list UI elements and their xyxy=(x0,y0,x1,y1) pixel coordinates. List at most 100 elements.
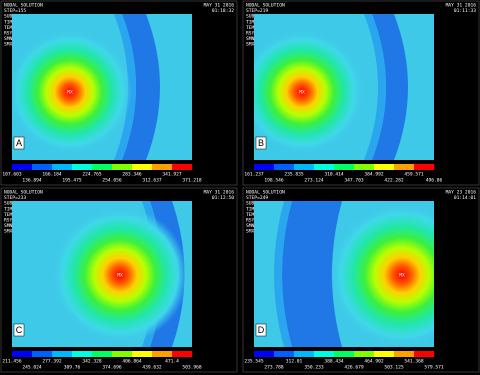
scale-label-top: 464.902 xyxy=(364,359,384,365)
scale-label-top: 541.368 xyxy=(404,359,424,365)
color-scale-swatch xyxy=(92,164,113,170)
scale-label-top: 283.346 xyxy=(122,172,142,178)
scale-label-bottom: 312.637 xyxy=(142,178,162,184)
date: MAY 31 2016 xyxy=(204,190,235,196)
header-line: NODAL SOLUTION xyxy=(4,190,43,196)
panel-label: A xyxy=(16,138,22,148)
scale-label-bottom: 579.571 xyxy=(424,365,444,371)
scale-label-top: 107.603 xyxy=(2,172,22,178)
contour-band xyxy=(282,201,342,347)
scale-label-bottom: 503.968 xyxy=(182,365,202,371)
scale-label-top: 471.4 xyxy=(165,359,179,365)
date: MAY 31 2016 xyxy=(204,3,235,9)
scale-label-bottom: 273.124 xyxy=(304,178,324,184)
color-scale-swatch xyxy=(394,351,415,357)
panel-label-box xyxy=(255,136,267,150)
scale-label-top: 388.434 xyxy=(324,359,344,365)
color-scale-swatch xyxy=(132,351,153,357)
scale-label-bottom: 439.632 xyxy=(142,365,162,371)
time: 01:12:50 xyxy=(212,195,234,201)
panel-label-box xyxy=(255,323,267,337)
color-scale-swatch xyxy=(172,351,193,357)
hot-spot xyxy=(330,203,434,347)
contour-plot xyxy=(254,201,434,347)
max-marker: MX xyxy=(299,90,305,96)
scale-label-bottom: 371.218 xyxy=(182,178,202,184)
color-scale-swatch xyxy=(152,351,173,357)
contour-band xyxy=(372,14,408,160)
scale-label-top: 459.571 xyxy=(404,172,424,178)
hot-spot xyxy=(254,30,364,154)
contour-band-edge xyxy=(364,14,386,160)
scale-label-top: 312.01 xyxy=(286,359,303,365)
scale-label-bottom: 245.024 xyxy=(22,365,42,371)
scale-label-top: 235.545 xyxy=(244,359,264,365)
color-scale-swatch xyxy=(132,164,153,170)
color-scale-swatch xyxy=(414,164,435,170)
scale-label-top: 277.392 xyxy=(42,359,62,365)
hot-spot xyxy=(12,30,132,154)
hot-spot xyxy=(52,207,188,343)
color-scale-swatch xyxy=(254,164,275,170)
color-scale-swatch xyxy=(274,164,295,170)
max-marker: MX xyxy=(399,273,405,279)
scale-label-top: 224.765 xyxy=(82,172,102,178)
color-scale-swatch xyxy=(274,351,295,357)
contour-band-edge xyxy=(114,14,136,160)
color-scale-swatch xyxy=(314,351,335,357)
scale-label-bottom: 347.703 xyxy=(344,178,364,184)
scale-label-bottom: 195.475 xyxy=(62,178,82,184)
scale-label-top: 406.864 xyxy=(122,359,142,365)
color-scale-swatch xyxy=(72,164,93,170)
color-scale-swatch xyxy=(112,351,133,357)
contour-band xyxy=(122,14,160,160)
color-scale-swatch xyxy=(394,164,415,170)
scale-label-bottom: 496.86 xyxy=(426,178,443,184)
time: 01:18:32 xyxy=(212,8,234,14)
color-scale-swatch xyxy=(52,351,73,357)
panel-label-box xyxy=(13,323,25,337)
panel-label: D xyxy=(258,325,265,335)
contour-plot xyxy=(12,201,192,347)
scale-label-top: 310.414 xyxy=(324,172,344,178)
color-scale-swatch xyxy=(334,351,355,357)
scale-label-bottom: 309.76 xyxy=(64,365,81,371)
date: MAY 23 2016 xyxy=(446,190,477,196)
contour-plot xyxy=(254,14,434,160)
color-scale-swatch xyxy=(112,164,133,170)
header-line: NODAL SOLUTION xyxy=(246,3,285,9)
color-scale-swatch xyxy=(72,351,93,357)
panel-label-box xyxy=(13,136,25,150)
scale-label-top: 341.927 xyxy=(162,172,182,178)
max-marker: MX xyxy=(67,90,73,96)
max-marker: MX xyxy=(117,273,123,279)
color-scale-swatch xyxy=(12,164,33,170)
scale-label-top: 161.237 xyxy=(244,172,264,178)
color-scale-swatch xyxy=(354,351,375,357)
scale-label-top: 211.456 xyxy=(2,359,22,365)
date: MAY 31 2016 xyxy=(446,3,477,9)
color-scale-swatch xyxy=(32,351,53,357)
color-scale-swatch xyxy=(294,164,315,170)
color-scale-swatch xyxy=(314,164,335,170)
time: 01:11:33 xyxy=(454,8,476,14)
header-line: NODAL SOLUTION xyxy=(4,3,43,9)
scale-label-bottom: 503.125 xyxy=(384,365,404,371)
scale-label-top: 342.328 xyxy=(82,359,102,365)
color-scale-swatch xyxy=(294,351,315,357)
panel-label: B xyxy=(258,138,264,148)
color-scale-swatch xyxy=(254,351,275,357)
contour-band-edge xyxy=(274,201,292,347)
color-scale-swatch xyxy=(374,164,395,170)
color-scale-swatch xyxy=(334,164,355,170)
scale-label-bottom: 198.546 xyxy=(264,178,284,184)
header-line: STEP=155 xyxy=(4,8,26,14)
scale-label-bottom: 374.696 xyxy=(102,365,122,371)
header-line: STEP=219 xyxy=(246,8,268,14)
color-scale-swatch xyxy=(374,351,395,357)
scale-label-top: 166.184 xyxy=(42,172,62,178)
